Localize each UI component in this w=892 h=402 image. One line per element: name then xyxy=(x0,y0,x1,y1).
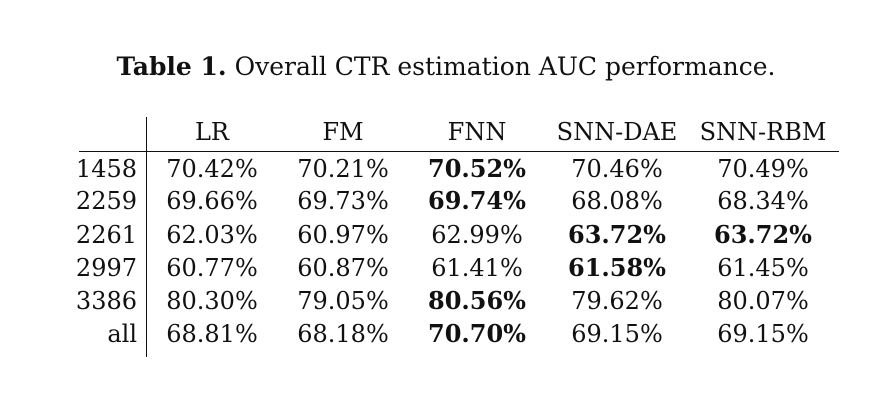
table-cell: 62.03% xyxy=(166,221,258,249)
table-row: 3386 80.30% 79.05% 80.56% 79.62% 80.07% xyxy=(0,285,892,317)
table-cell: 70.52% xyxy=(428,154,526,183)
table-cell: 69.15% xyxy=(717,320,809,348)
table-cell: 70.21% xyxy=(297,155,389,183)
column-header: FNN xyxy=(447,118,507,146)
row-label: 1458 xyxy=(75,155,137,183)
table-cell: 69.15% xyxy=(571,320,663,348)
table-cell: 68.18% xyxy=(297,320,389,348)
column-header: LR xyxy=(194,118,229,146)
table-row: 2261 62.03% 60.97% 62.99% 63.72% 63.72% xyxy=(0,219,892,251)
column-header: FM xyxy=(322,118,364,146)
table-row: all 68.81% 68.18% 70.70% 69.15% 69.15% xyxy=(0,318,892,350)
table-cell: 70.70% xyxy=(428,319,526,348)
table-cell: 60.87% xyxy=(297,254,389,282)
table-cell: 69.66% xyxy=(166,187,258,215)
table-row: 2259 69.66% 69.73% 69.74% 68.08% 68.34% xyxy=(0,185,892,217)
table-cell: 80.30% xyxy=(166,287,258,315)
table-cell: 68.08% xyxy=(571,187,663,215)
caption-text: Overall CTR estimation AUC performance. xyxy=(234,52,776,81)
table-cell: 80.56% xyxy=(428,286,526,315)
row-label: 2259 xyxy=(75,187,137,215)
table-cell: 70.49% xyxy=(717,155,809,183)
table-cell: 63.72% xyxy=(568,220,666,249)
row-label: 2261 xyxy=(75,221,137,249)
row-label: all xyxy=(107,320,137,348)
table-cell: 69.73% xyxy=(297,187,389,215)
table-cell: 68.34% xyxy=(717,187,809,215)
header-row: LR FM FNN SNN-DAE SNN-RBM xyxy=(0,116,892,148)
caption-label: Table 1. xyxy=(116,52,227,81)
table-cell: 68.81% xyxy=(166,320,258,348)
row-label: 2997 xyxy=(75,254,137,282)
table-cell: 80.07% xyxy=(717,287,809,315)
table-cell: 79.05% xyxy=(297,287,389,315)
table-cell: 63.72% xyxy=(714,220,812,249)
header-rule xyxy=(79,151,839,152)
table-cell: 70.46% xyxy=(571,155,663,183)
table-cell: 70.42% xyxy=(166,155,258,183)
column-header: SNN-DAE xyxy=(556,118,678,146)
table-cell: 61.45% xyxy=(717,254,809,282)
table-row: 1458 70.42% 70.21% 70.52% 70.46% 70.49% xyxy=(0,153,892,185)
table-cell: 79.62% xyxy=(571,287,663,315)
table-cell: 61.58% xyxy=(568,253,666,282)
table-cell: 61.41% xyxy=(431,254,523,282)
table-row: 2997 60.77% 60.87% 61.41% 61.58% 61.45% xyxy=(0,252,892,284)
table-cell: 60.97% xyxy=(297,221,389,249)
table-cell: 69.74% xyxy=(428,186,526,215)
vertical-rule xyxy=(146,117,147,357)
row-label: 3386 xyxy=(75,287,137,315)
column-header: SNN-RBM xyxy=(699,118,827,146)
table-caption: Table 1. Overall CTR estimation AUC perf… xyxy=(0,52,892,81)
table-cell: 60.77% xyxy=(166,254,258,282)
table-cell: 62.99% xyxy=(431,221,523,249)
